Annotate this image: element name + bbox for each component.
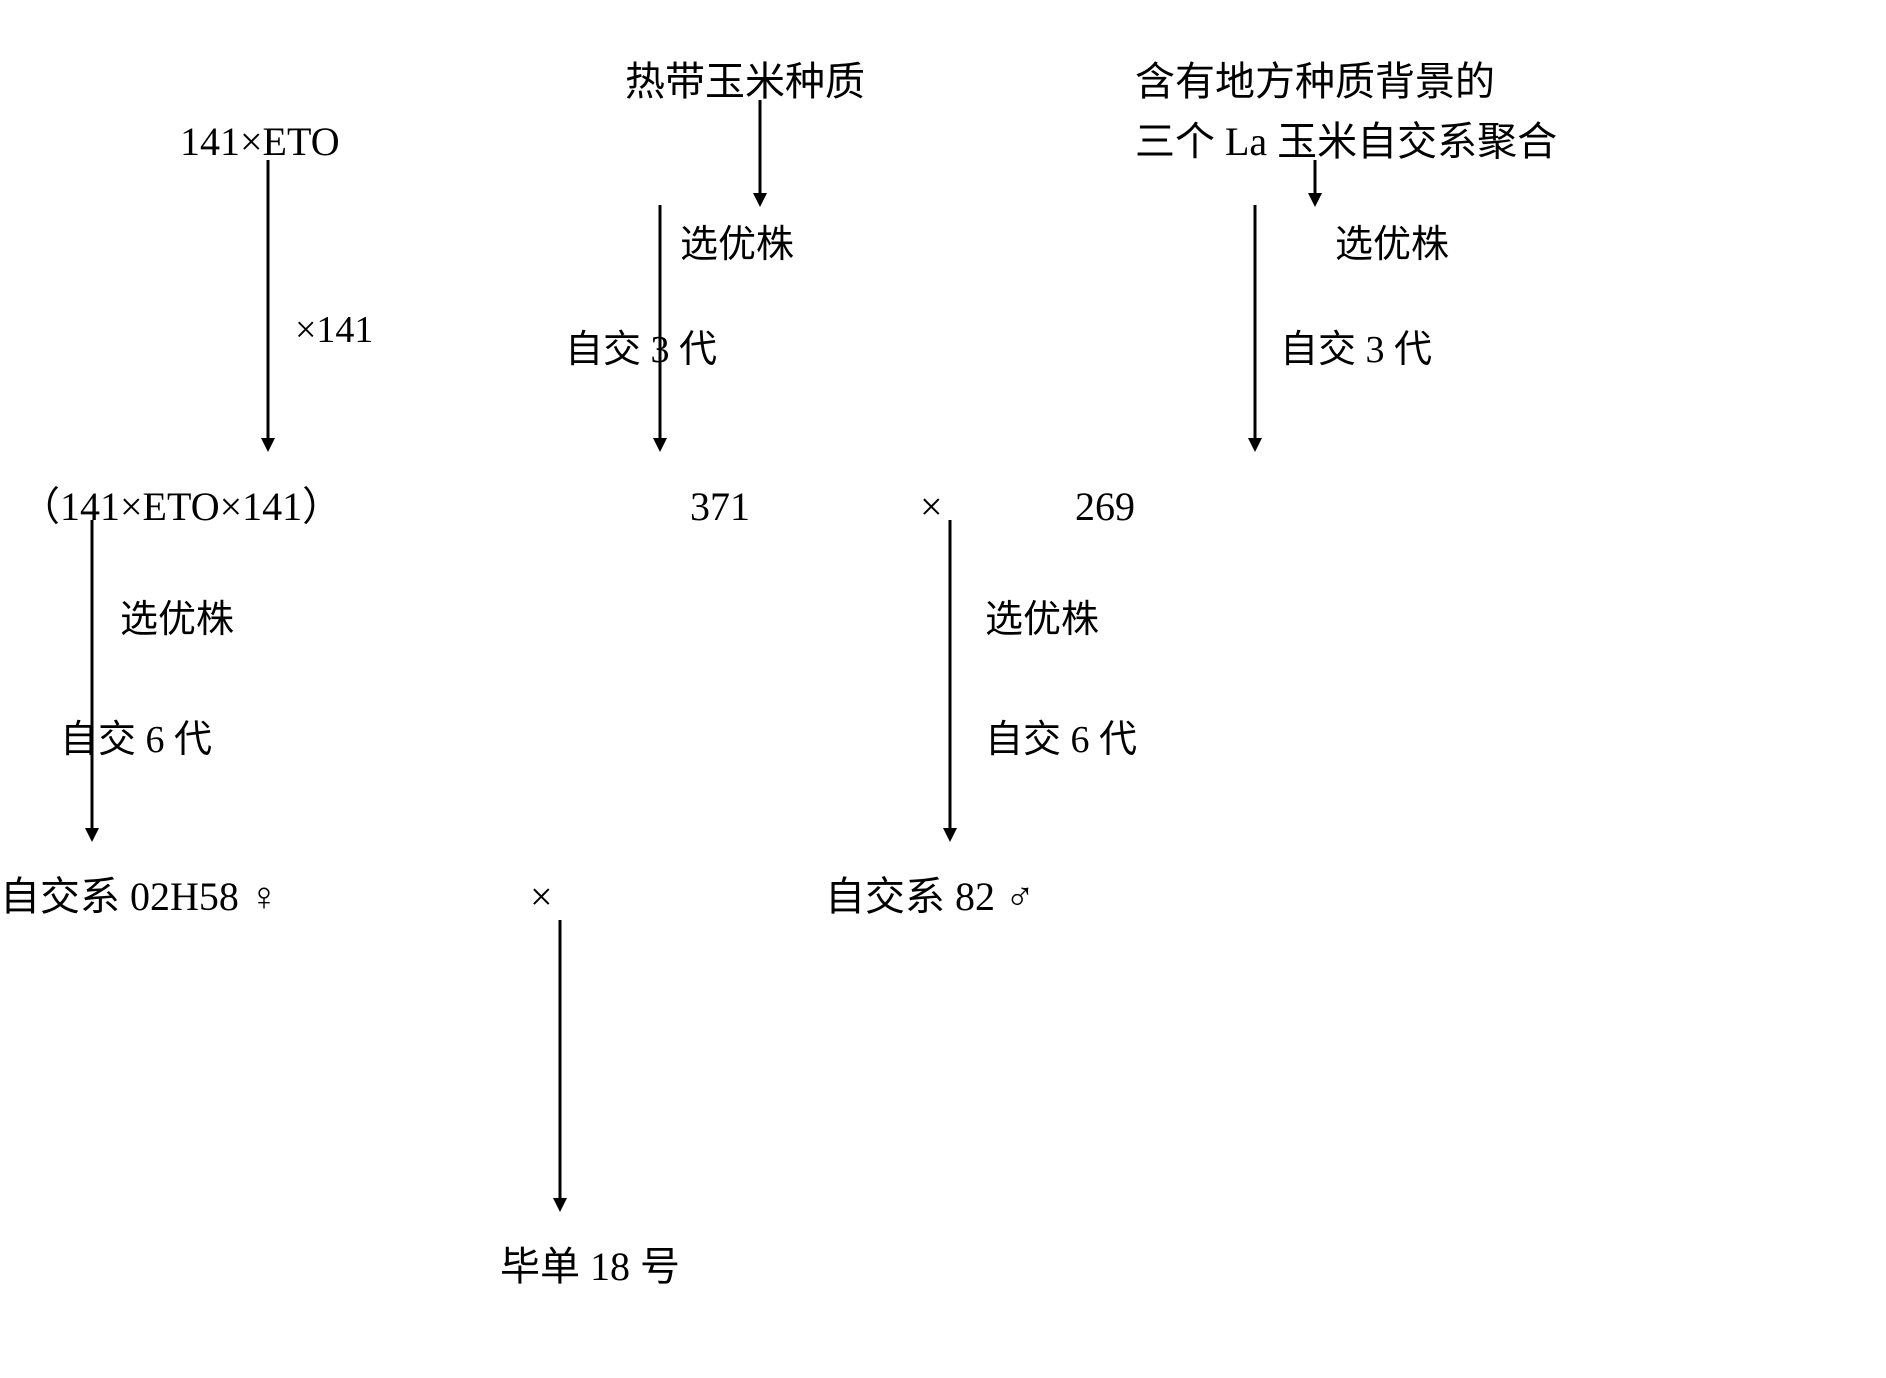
flow-arrows <box>0 0 1886 1378</box>
breeding-flowchart: 141×ETO ×141 （141×ETO×141） 选优株 自交 6 代 自交… <box>0 0 1886 1378</box>
